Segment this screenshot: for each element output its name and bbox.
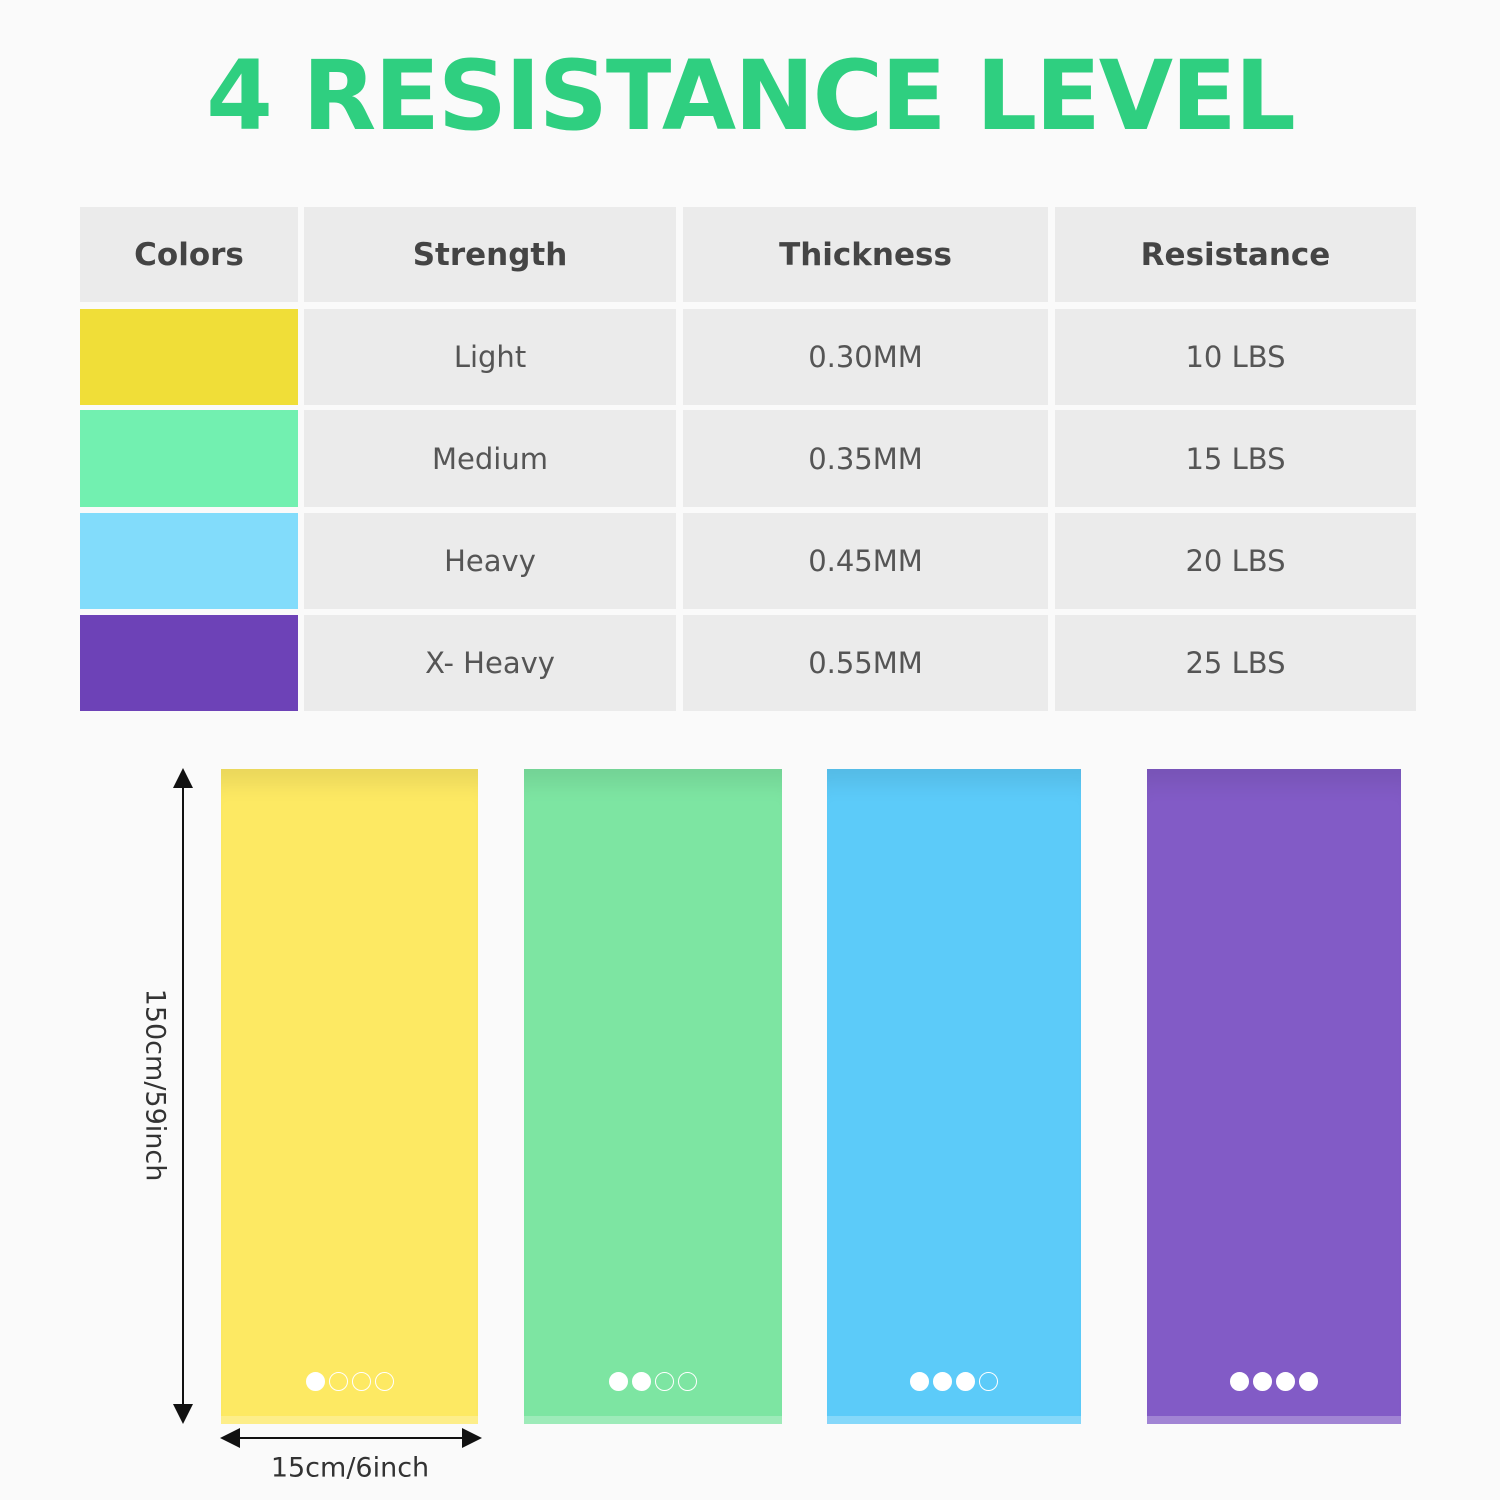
thickness-cell: 0.35MM xyxy=(683,410,1048,507)
level-dot xyxy=(655,1372,674,1391)
level-dot xyxy=(351,1372,371,1391)
strength-cell: Medium xyxy=(304,410,676,507)
color-swatch xyxy=(80,615,298,711)
level-dot xyxy=(678,1372,697,1391)
strength-cell: Heavy xyxy=(304,513,676,609)
level-dot xyxy=(910,1372,929,1391)
band xyxy=(1147,769,1401,1424)
level-dot xyxy=(305,1372,325,1391)
resistance-cell: 10 LBS xyxy=(1055,309,1416,405)
resistance-cell: 15 LBS xyxy=(1055,410,1416,507)
thickness-cell: 0.45MM xyxy=(683,513,1048,609)
level-dot xyxy=(328,1372,348,1391)
level-dots xyxy=(221,1372,478,1395)
header-cell: Thickness xyxy=(683,207,1048,302)
width-label: 15cm/6inch xyxy=(270,1452,430,1484)
level-dot xyxy=(374,1372,394,1391)
level-dot xyxy=(609,1372,628,1391)
thickness-cell: 0.30MM xyxy=(683,309,1048,405)
resistance-cell: 20 LBS xyxy=(1055,513,1416,609)
color-swatch xyxy=(80,309,298,405)
strength-cell: Light xyxy=(304,309,676,405)
title: 4 RESISTANCE LEVEL xyxy=(206,40,1296,152)
header-cell: Colors xyxy=(80,207,298,302)
level-dot xyxy=(1230,1372,1249,1391)
header-cell: Strength xyxy=(304,207,676,302)
strength-cell: X- Heavy xyxy=(304,615,676,711)
level-dots xyxy=(1147,1372,1401,1395)
band xyxy=(827,769,1081,1424)
band xyxy=(221,769,478,1424)
header-cell: Resistance xyxy=(1055,207,1416,302)
resistance-cell: 25 LBS xyxy=(1055,615,1416,711)
level-dot xyxy=(632,1372,651,1391)
level-dot xyxy=(1276,1372,1295,1391)
level-dot xyxy=(956,1372,975,1391)
thickness-cell: 0.55MM xyxy=(683,615,1048,711)
color-swatch xyxy=(80,513,298,609)
level-dot xyxy=(979,1372,998,1391)
level-dots xyxy=(524,1372,782,1395)
level-dot xyxy=(933,1372,952,1391)
band xyxy=(524,769,782,1424)
level-dot xyxy=(1253,1372,1272,1391)
color-swatch xyxy=(80,410,298,507)
length-label: 150cm/59inch xyxy=(139,988,171,1182)
level-dots xyxy=(827,1372,1081,1395)
level-dot xyxy=(1299,1372,1318,1391)
